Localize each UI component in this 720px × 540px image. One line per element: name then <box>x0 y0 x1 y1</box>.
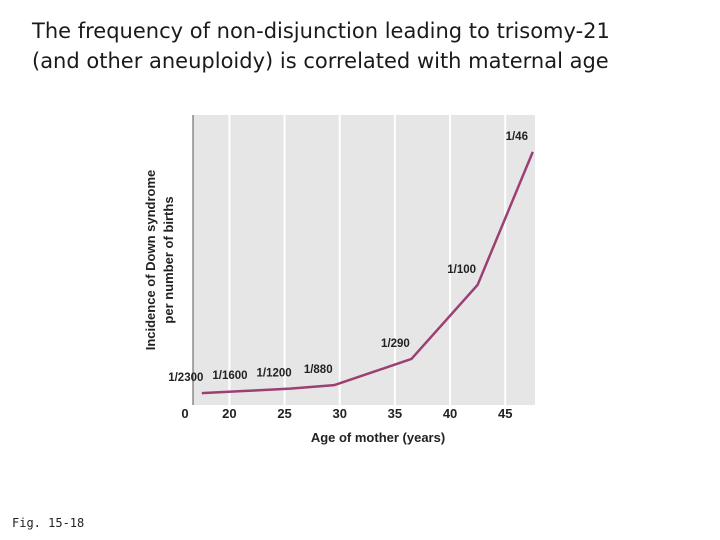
x-tick-label: 20 <box>222 406 236 421</box>
title-line: (and other aneuploidy) is correlated wit… <box>32 49 609 73</box>
data-line <box>201 151 534 395</box>
data-label: 1/1200 <box>256 368 291 380</box>
data-label: 1/880 <box>304 364 333 376</box>
x-break-label: 0 <box>181 406 188 421</box>
x-tick-label: 45 <box>498 406 512 421</box>
x-tick-label: 35 <box>388 406 402 421</box>
data-label: 1/2300 <box>168 372 203 384</box>
x-axis-label: Age of mother (years) <box>311 430 445 445</box>
data-label: 1/290 <box>381 338 410 350</box>
x-tick-label: 30 <box>332 406 346 421</box>
footer: Fig. 15-18 <box>12 516 84 530</box>
y-label-line: per number of births <box>161 196 176 323</box>
y-label-line: Incidence of Down syndrome <box>143 170 158 351</box>
plot-area <box>193 115 535 405</box>
data-label: 1/46 <box>506 131 528 143</box>
y-axis-label: Incidence of Down syndrome per number of… <box>143 170 176 351</box>
x-tick-label: 40 <box>443 406 457 421</box>
x-tick-label: 25 <box>277 406 291 421</box>
title-line: The frequency of non-disjunction leading… <box>31 19 610 43</box>
data-label: 1/100 <box>447 264 476 276</box>
data-label: 1/1600 <box>212 370 247 382</box>
